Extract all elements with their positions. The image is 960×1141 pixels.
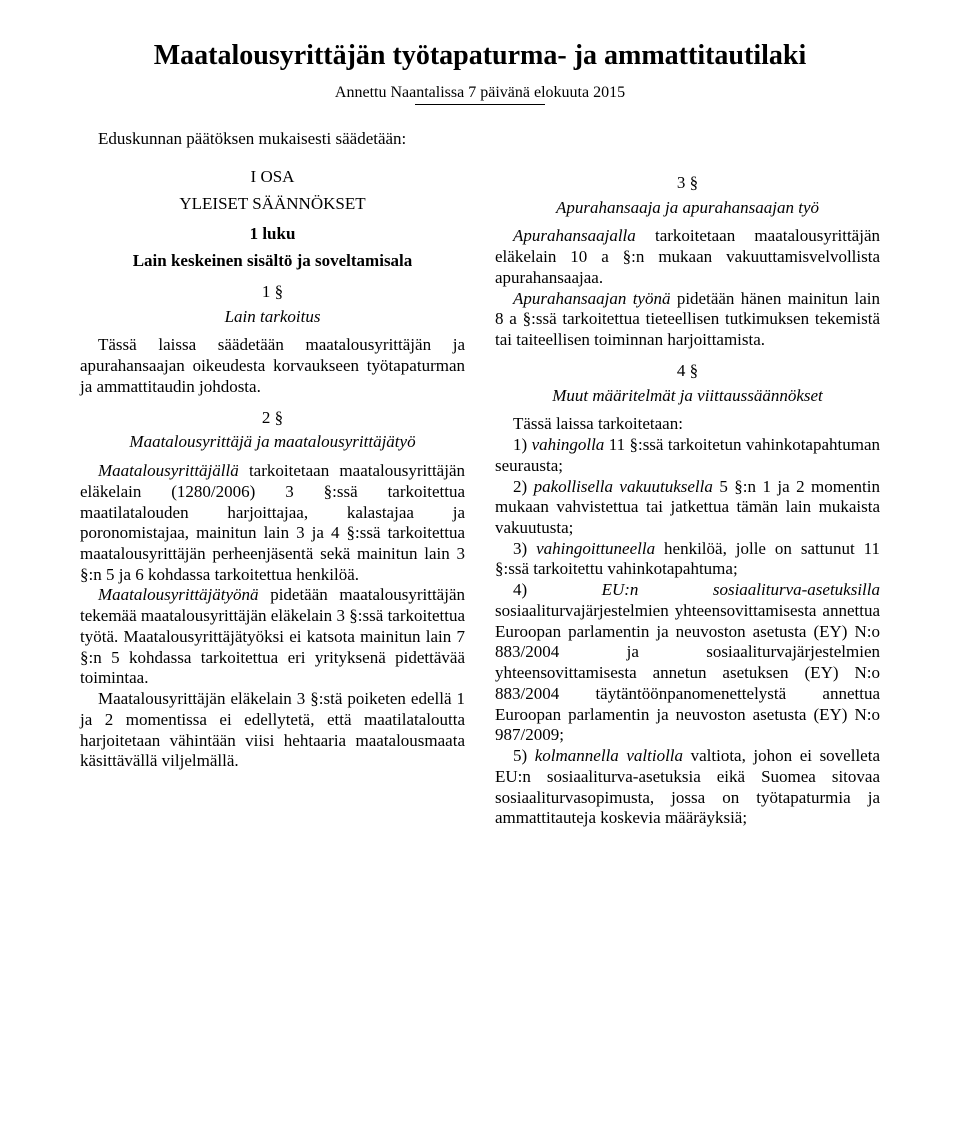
chapter-title: Lain keskeinen sisältö ja soveltamisala bbox=[80, 251, 465, 272]
item-2-num: 2) bbox=[513, 477, 534, 496]
section-2-p2: Maatalousyrittäjätyönä pidetään maatalou… bbox=[80, 585, 465, 689]
body-columns: I OSA YLEISET SÄÄNNÖKSET 1 luku Lain kes… bbox=[80, 163, 880, 829]
item-3-num: 3) bbox=[513, 539, 536, 558]
section-2-title: Maatalousyrittäjä ja maatalousyrittäjäty… bbox=[80, 432, 465, 453]
section-3-p2: Apurahansaajan työnä pidetään hänen main… bbox=[495, 289, 880, 351]
term-apurahansaajalla: Apurahansaajalla bbox=[513, 226, 636, 245]
section-3-num: 3 § bbox=[495, 173, 880, 194]
item-5-num: 5) bbox=[513, 746, 535, 765]
section-3-title: Apurahansaaja ja apurahansaajan työ bbox=[495, 198, 880, 219]
item-4-rest: sosiaaliturvajärjestelmien yhteensovitta… bbox=[495, 601, 880, 744]
section-4-intro: Tässä laissa tarkoitetaan: bbox=[495, 414, 880, 435]
item-1-num: 1) bbox=[513, 435, 532, 454]
section-4-item-4: 4) EU:n sosiaaliturva-asetuksilla sosiaa… bbox=[495, 580, 880, 746]
term-pakollisella-vakuutuksella: pakollisella vakuutuksella bbox=[534, 477, 713, 496]
term-maatalousyrittajalla: Maatalousyrittäjällä bbox=[98, 461, 239, 480]
section-2-p1: Maatalousyrittäjällä tarkoitetaan maatal… bbox=[80, 461, 465, 585]
section-4-item-5: 5) kolmannella valtiolla valtiota, johon… bbox=[495, 746, 880, 829]
section-1-title: Lain tarkoitus bbox=[80, 307, 465, 328]
section-2-p3: Maatalousyrittäjän eläkelain 3 §:stä poi… bbox=[80, 689, 465, 772]
section-4-num: 4 § bbox=[495, 361, 880, 382]
section-1-p1: Tässä laissa säädetään maatalousyrittäjä… bbox=[80, 335, 465, 397]
title-rule bbox=[415, 104, 545, 105]
section-2-num: 2 § bbox=[80, 408, 465, 429]
term-eu-sosiaaliturva-asetuksilla: EU:n sosiaaliturva-asetuksilla bbox=[602, 580, 880, 599]
enactment-place-date: Annettu Naantalissa 7 päivänä elokuuta 2… bbox=[80, 84, 880, 102]
term-vahingoittuneella: vahingoittuneella bbox=[536, 539, 655, 558]
document-title: Maatalousyrittäjän työtapaturma- ja amma… bbox=[80, 40, 880, 72]
section-4-item-3: 3) vahingoittuneella henkilöä, jolle on … bbox=[495, 539, 880, 580]
chapter-number: 1 luku bbox=[80, 224, 465, 245]
section-4-item-1: 1) vahingolla 11 §:ssä tarkoitetun vahin… bbox=[495, 435, 880, 476]
section-3-p1: Apurahansaajalla tarkoitetaan maatalousy… bbox=[495, 226, 880, 288]
term-vahingolla: vahingolla bbox=[532, 435, 605, 454]
preamble: Eduskunnan päätöksen mukaisesti säädetää… bbox=[80, 129, 880, 149]
part-number: I OSA bbox=[80, 167, 465, 188]
section-4-title: Muut määritelmät ja viittaussäännökset bbox=[495, 386, 880, 407]
item-4-num: 4) bbox=[513, 580, 602, 599]
term-kolmannella-valtiolla: kolmannella valtiolla bbox=[535, 746, 683, 765]
part-title: YLEISET SÄÄNNÖKSET bbox=[80, 194, 465, 215]
page: Maatalousyrittäjän työtapaturma- ja amma… bbox=[0, 0, 960, 1141]
term-apurahansaajan-tyona: Apurahansaajan työnä bbox=[513, 289, 670, 308]
section-1-num: 1 § bbox=[80, 282, 465, 303]
section-4-item-2: 2) pakollisella vakuutuksella 5 §:n 1 ja… bbox=[495, 477, 880, 539]
term-maatalousyrittajatyona: Maatalousyrittäjätyönä bbox=[98, 585, 259, 604]
